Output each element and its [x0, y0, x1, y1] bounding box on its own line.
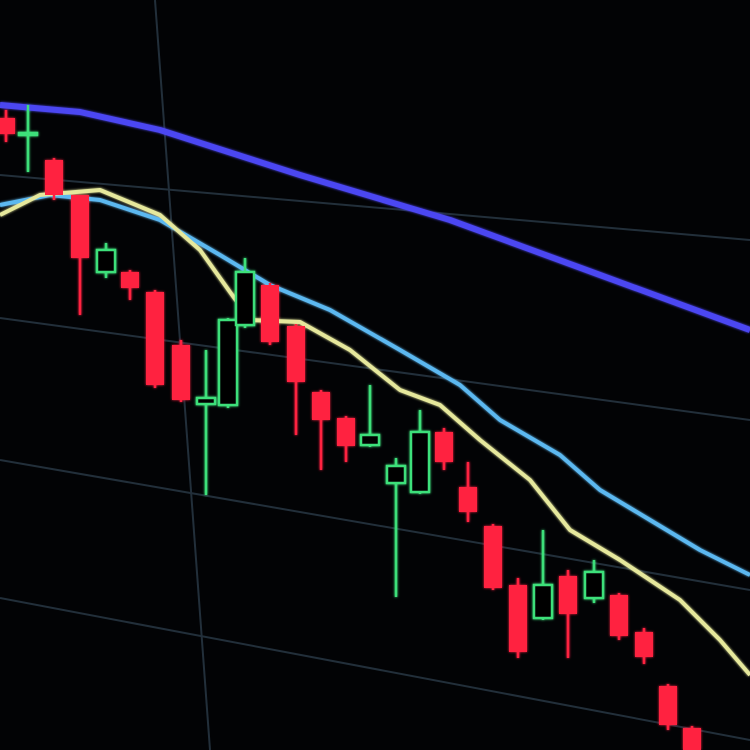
moving-average-line	[0, 188, 750, 677]
candle-body	[217, 318, 239, 407]
candle-body	[435, 432, 453, 462]
candle-body	[0, 118, 15, 134]
candle-body	[583, 570, 605, 600]
candle-body	[234, 270, 256, 327]
grid-line	[0, 459, 750, 591]
candle-body	[337, 418, 355, 446]
candle-body	[459, 487, 477, 512]
candle-body	[121, 272, 139, 288]
grid-line	[0, 174, 750, 241]
candle-body	[683, 728, 701, 750]
candle-body	[71, 195, 89, 258]
candle-body	[409, 430, 431, 494]
candle-body	[17, 131, 39, 137]
moving-average-line	[0, 102, 750, 333]
candle-body	[559, 576, 577, 614]
candle-body	[146, 292, 164, 385]
candle-body	[261, 285, 279, 342]
candle-body	[287, 326, 305, 382]
grid-line	[0, 597, 750, 741]
plot	[0, 102, 750, 750]
candle-body	[532, 583, 554, 620]
candle-body	[195, 396, 217, 406]
candle-body	[45, 160, 63, 195]
candle-body	[610, 595, 628, 636]
candle-body	[312, 392, 330, 420]
candle-body	[95, 248, 117, 274]
candle-body	[509, 585, 527, 652]
candle-body	[659, 686, 677, 725]
moving-average-line	[0, 193, 750, 577]
candle-body	[484, 526, 502, 588]
candle-body	[359, 433, 381, 447]
candle-body	[385, 464, 407, 485]
candle-body	[635, 632, 653, 657]
candle-body	[172, 345, 190, 400]
